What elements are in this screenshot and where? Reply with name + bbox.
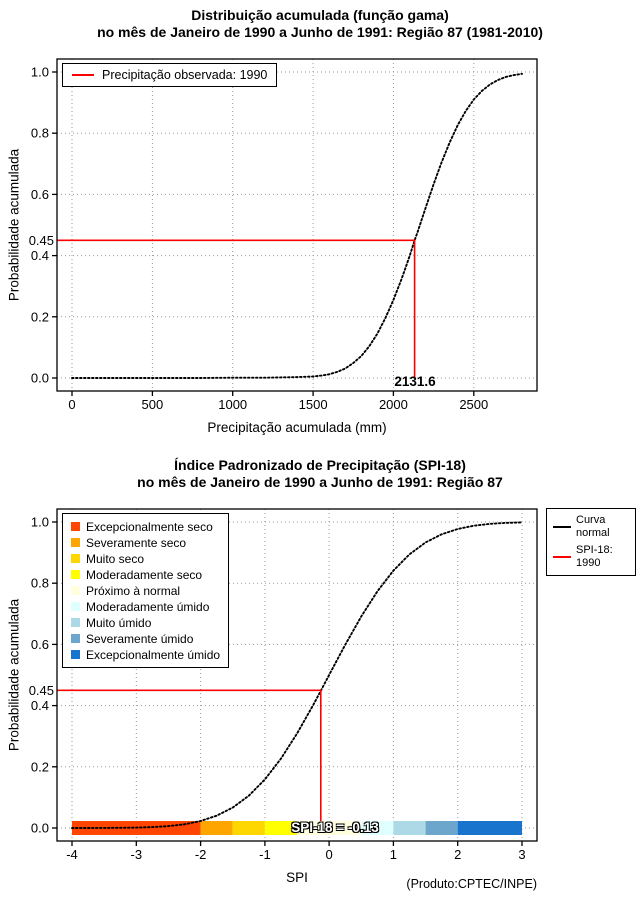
y-tick-label: 0.8 [31, 576, 49, 591]
legend-label: Curva normal [576, 514, 610, 539]
x-tick-label: 1 [390, 847, 397, 862]
legend-item: Próximo à normal [71, 583, 220, 598]
x-axis-label: Precipitação acumulada (mm) [207, 420, 387, 435]
category-swatch [71, 650, 80, 659]
legend-item-normal-curve: Curva normal [553, 514, 629, 539]
spi-colorbar-segment [457, 821, 522, 835]
category-swatch [71, 634, 80, 643]
category-label: Muito seco [86, 551, 145, 566]
x-tick-label: 0 [325, 847, 332, 862]
y-tick-label: 0.2 [31, 309, 49, 324]
category-label: Severamente seco [86, 535, 187, 550]
category-label: Moderadamente seco [86, 567, 203, 582]
legend-item: Muito úmido [71, 615, 220, 630]
legend-item-spi-1990: SPI-18: 1990 [553, 544, 629, 569]
spi-colorbar-segment [361, 821, 394, 835]
x-axis-label: SPI [286, 870, 308, 885]
legend-item: Moderadamente seco [71, 567, 220, 582]
y-tick-label: 0.0 [31, 821, 49, 836]
x-tick-label: 3 [518, 847, 525, 862]
x-tick-label: 0 [68, 397, 75, 412]
black-line-sample [553, 525, 571, 528]
category-swatch [71, 522, 80, 531]
category-label: Severamente úmido [86, 631, 194, 646]
y-tick-label: 0.4 [31, 698, 49, 713]
category-swatch [71, 586, 80, 595]
category-label: Excepcionalmente seco [86, 519, 213, 534]
y-tick-label: 0.0 [31, 371, 49, 386]
x-tick-label: 2000 [379, 397, 408, 412]
y-tick-label: 1.0 [31, 515, 49, 530]
cdf-curve [71, 72, 523, 379]
category-swatch [71, 538, 80, 547]
category-label: Excepcionalmente úmido [86, 647, 221, 662]
plot-border [56, 58, 538, 392]
probability-annotation: 0.45 [28, 683, 54, 698]
y-tick-label: 0.8 [31, 126, 49, 141]
chart-title: Distribuição acumulada (função gama) [191, 7, 449, 23]
x-tick-label: 2 [454, 847, 461, 862]
legend-label: SPI-18: 1990 [576, 544, 613, 569]
category-swatch [71, 618, 80, 627]
legend-item: Excepcionalmente seco [71, 519, 220, 534]
legend-item: Severamente seco [71, 535, 220, 550]
spi-value-annotation: SPI-18 = -0.13 [291, 820, 379, 835]
product-credit: (Produto:CPTEC/INPE) [406, 877, 537, 891]
observed-annotation-line [57, 239, 416, 378]
y-tick-label: 0.4 [31, 248, 49, 263]
x-tick-label: -3 [131, 847, 143, 862]
cdf-curve [71, 521, 523, 829]
spi-colorbar-segment [393, 821, 426, 835]
gamma-cdf-chart: Distribuição acumulada (função gama) no … [6, 7, 543, 435]
plot-border [56, 508, 538, 842]
precipitation-value-annotation: 2131.6 [394, 374, 436, 389]
x-tick-label: -2 [195, 847, 207, 862]
spi-cdf-plot: -4 -3 -2 -1 0 1 2 3 0.0 0.2 0.4 0.6 0.8 1.0 [31, 508, 538, 862]
category-label: Moderadamente úmido [86, 599, 210, 614]
spi-colorbar-segment [200, 821, 233, 835]
y-tick-label: 0.6 [31, 637, 49, 652]
spi-colorbar-segment [232, 821, 265, 835]
chart-subtitle: no mês de Janeiro de 1990 a Junho de 199… [137, 474, 503, 490]
chart-subtitle: no mês de Janeiro de 1990 a Junho de 199… [97, 24, 543, 40]
x-tick-label: 1500 [299, 397, 328, 412]
y-tick-label: 1.0 [31, 65, 49, 80]
curve-legend: Curva normal SPI-18: 1990 [546, 508, 636, 576]
spi-colorbar-segment [425, 821, 458, 835]
spi-colorbar-segment [297, 821, 362, 835]
category-swatch [71, 602, 80, 611]
category-swatch [71, 570, 80, 579]
x-tick-label: -4 [66, 847, 78, 862]
observed-legend: Precipitação observada: 1990 [62, 63, 278, 87]
spi-chart: Índice Padronizado de Precipitação (SPI-… [0, 450, 640, 900]
observed-annotation-line [57, 689, 322, 821]
probability-annotation: 0.45 [28, 233, 54, 248]
gamma-cdf-plot: 0 500 1000 1500 2000 2500 0.0 0.2 0.4 0.6 0.8 1.0 [31, 58, 538, 412]
observed-legend-label: Precipitação observada: 1990 [102, 68, 268, 82]
y-axis-label: Probabilidade acumulada [6, 148, 22, 302]
spi-category-legend: Excepcionalmente seco Severamente seco Mui… [62, 513, 230, 668]
x-tick-label: -1 [259, 847, 271, 862]
category-label: Próximo à normal [86, 583, 181, 598]
chart-title: Índice Padronizado de Precipitação (SPI-… [174, 457, 466, 473]
red-line-sample [553, 555, 571, 558]
y-tick-label: 0.6 [31, 187, 49, 202]
x-tick-label: 1000 [218, 397, 247, 412]
x-tick-label: 2500 [459, 397, 488, 412]
x-tick-label: 500 [142, 397, 164, 412]
legend-item: Excepcionalmente úmido [71, 647, 220, 662]
y-axis-label: Probabilidade acumulada [6, 598, 22, 752]
category-swatch [71, 554, 80, 563]
legend-item: Severamente úmido [71, 631, 220, 646]
y-tick-label: 0.2 [31, 759, 49, 774]
red-line-sample [72, 74, 94, 76]
legend-item: Muito seco [71, 551, 220, 566]
spi-colorbar-segment [264, 821, 297, 835]
category-label: Muito úmido [86, 615, 152, 630]
legend-item: Moderadamente úmido [71, 599, 220, 614]
